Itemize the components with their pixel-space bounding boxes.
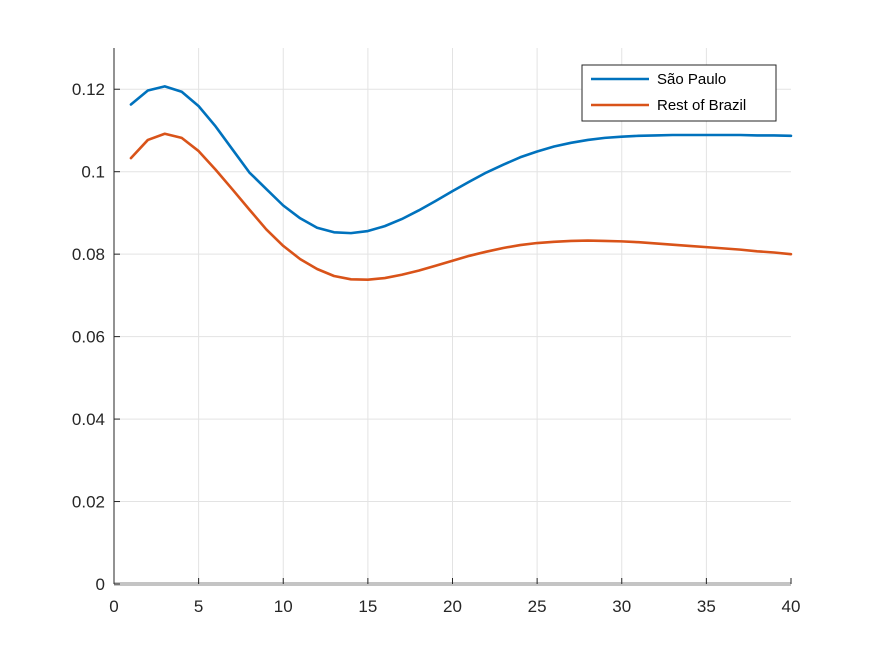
x-tick-label: 25 (528, 597, 547, 616)
legend-label: Rest of Brazil (657, 97, 746, 114)
series-line-sao-paulo (129, 85, 793, 235)
grid-lines (114, 48, 791, 584)
x-tick-label: 0 (109, 597, 118, 616)
y-tick-label: 0.1 (81, 163, 105, 182)
x-tick-label: 20 (443, 597, 462, 616)
y-tick-label: 0.04 (72, 410, 105, 429)
series-line-rest-of-brazil (129, 132, 793, 282)
x-tick-label: 5 (194, 597, 203, 616)
y-tick-label: 0 (96, 575, 105, 594)
y-tick-label: 0.08 (72, 245, 105, 264)
x-tick-label: 40 (782, 597, 801, 616)
y-tick-label: 0.02 (72, 493, 105, 512)
axes: 0 5 10 15 20 25 30 35 40 0 0.02 0.04 0.06 0.08 0.1 0.12 (72, 48, 801, 616)
legend-label: São Paulo (657, 71, 726, 88)
x-tick-label: 10 (274, 597, 293, 616)
x-tick-label: 35 (697, 597, 716, 616)
x-tick-label: 30 (612, 597, 631, 616)
legend-box (581, 64, 777, 122)
x-tick-label: 15 (358, 597, 377, 616)
y-tick-label: 0.12 (72, 80, 105, 99)
y-tick-label: 0.06 (72, 328, 105, 347)
legend: São Paulo Rest of Brazil (581, 64, 777, 122)
series-lines (129, 85, 793, 282)
